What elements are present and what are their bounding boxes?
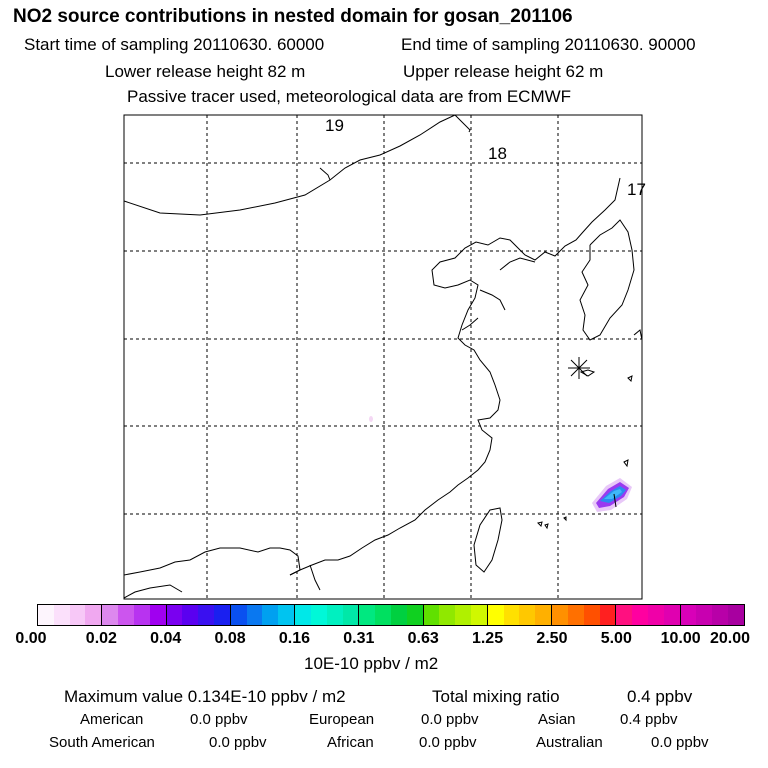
tracer-plume	[592, 478, 632, 512]
receptor-star-icon	[568, 357, 590, 379]
region-value: 0.0 ppbv	[651, 734, 709, 751]
colorbar-tick-label: 10.00	[660, 630, 701, 647]
colorbar-tick-label: 1.25	[471, 630, 504, 647]
colorbar-tick-label: 0.08	[214, 630, 246, 647]
lower-release-label: Lower release height 82 m	[105, 62, 306, 81]
end-time-label: End time of sampling 20110630. 90000	[401, 35, 696, 54]
total-mixing-label: Total mixing ratio	[432, 687, 560, 706]
plot-title: NO2 source contributions in nested domai…	[13, 6, 573, 27]
trajectory-label: 17	[627, 180, 646, 199]
colorbar-tick-label: 5.00	[600, 630, 632, 647]
colorbar-segment	[616, 605, 681, 625]
colorbar-segment	[166, 605, 231, 625]
colorbar-segment	[552, 605, 617, 625]
region-name: South American	[49, 734, 155, 751]
tracer-info-label: Passive tracer used, meteorological data…	[127, 87, 572, 106]
tracer-spot	[369, 416, 373, 422]
colorbar-segment	[230, 605, 296, 625]
colorbar-tick-label: 0.16	[278, 630, 311, 647]
trajectory-label: 18	[488, 144, 507, 163]
colorbar-tick-label: 0.31	[343, 630, 375, 647]
region-value: 0.0 ppbv	[421, 711, 479, 728]
region-value: 0.0 ppbv	[190, 711, 248, 728]
upper-release-label: Upper release height 62 m	[403, 62, 604, 81]
colorbar-segment	[102, 605, 167, 625]
colorbar-segment	[423, 605, 488, 625]
region-value: 0.0 ppbv	[419, 734, 477, 751]
start-time-label: Start time of sampling 20110630. 60000	[24, 35, 325, 54]
colorbar-tick-label: 0.02	[85, 630, 117, 647]
colorbar-segment	[680, 605, 744, 625]
colorbar-tick-label: 0.63	[407, 630, 439, 647]
region-name: American	[80, 711, 144, 728]
region-name: European	[309, 711, 375, 728]
trajectory-label: 19	[325, 116, 344, 135]
grid-lines	[124, 115, 642, 599]
colorbar-unit: 10E-10 ppbv / m2	[304, 654, 439, 673]
total-mixing-value: 0.4 ppbv	[627, 687, 693, 706]
map-frame	[123, 114, 643, 600]
colorbar	[37, 604, 745, 626]
colorbar-tick-label: 0.04	[150, 630, 182, 647]
colorbar-segment	[487, 605, 553, 625]
region-name: African	[327, 734, 374, 751]
region-name: Asian	[538, 711, 576, 728]
colorbar-tick-label: 2.50	[536, 630, 568, 647]
coastlines	[124, 115, 642, 599]
region-value: 0.4 ppbv	[620, 711, 678, 728]
region-name: Australian	[536, 734, 603, 751]
colorbar-tick-label: 20.00	[709, 630, 751, 647]
colorbar-tick-label: 0.00	[15, 630, 47, 647]
colorbar-segment	[359, 605, 424, 625]
colorbar-segment	[295, 605, 360, 625]
colorbar-segment	[38, 605, 103, 625]
region-value: 0.0 ppbv	[209, 734, 267, 751]
max-value-label: Maximum value 0.134E-10 ppbv / m2	[64, 687, 346, 706]
